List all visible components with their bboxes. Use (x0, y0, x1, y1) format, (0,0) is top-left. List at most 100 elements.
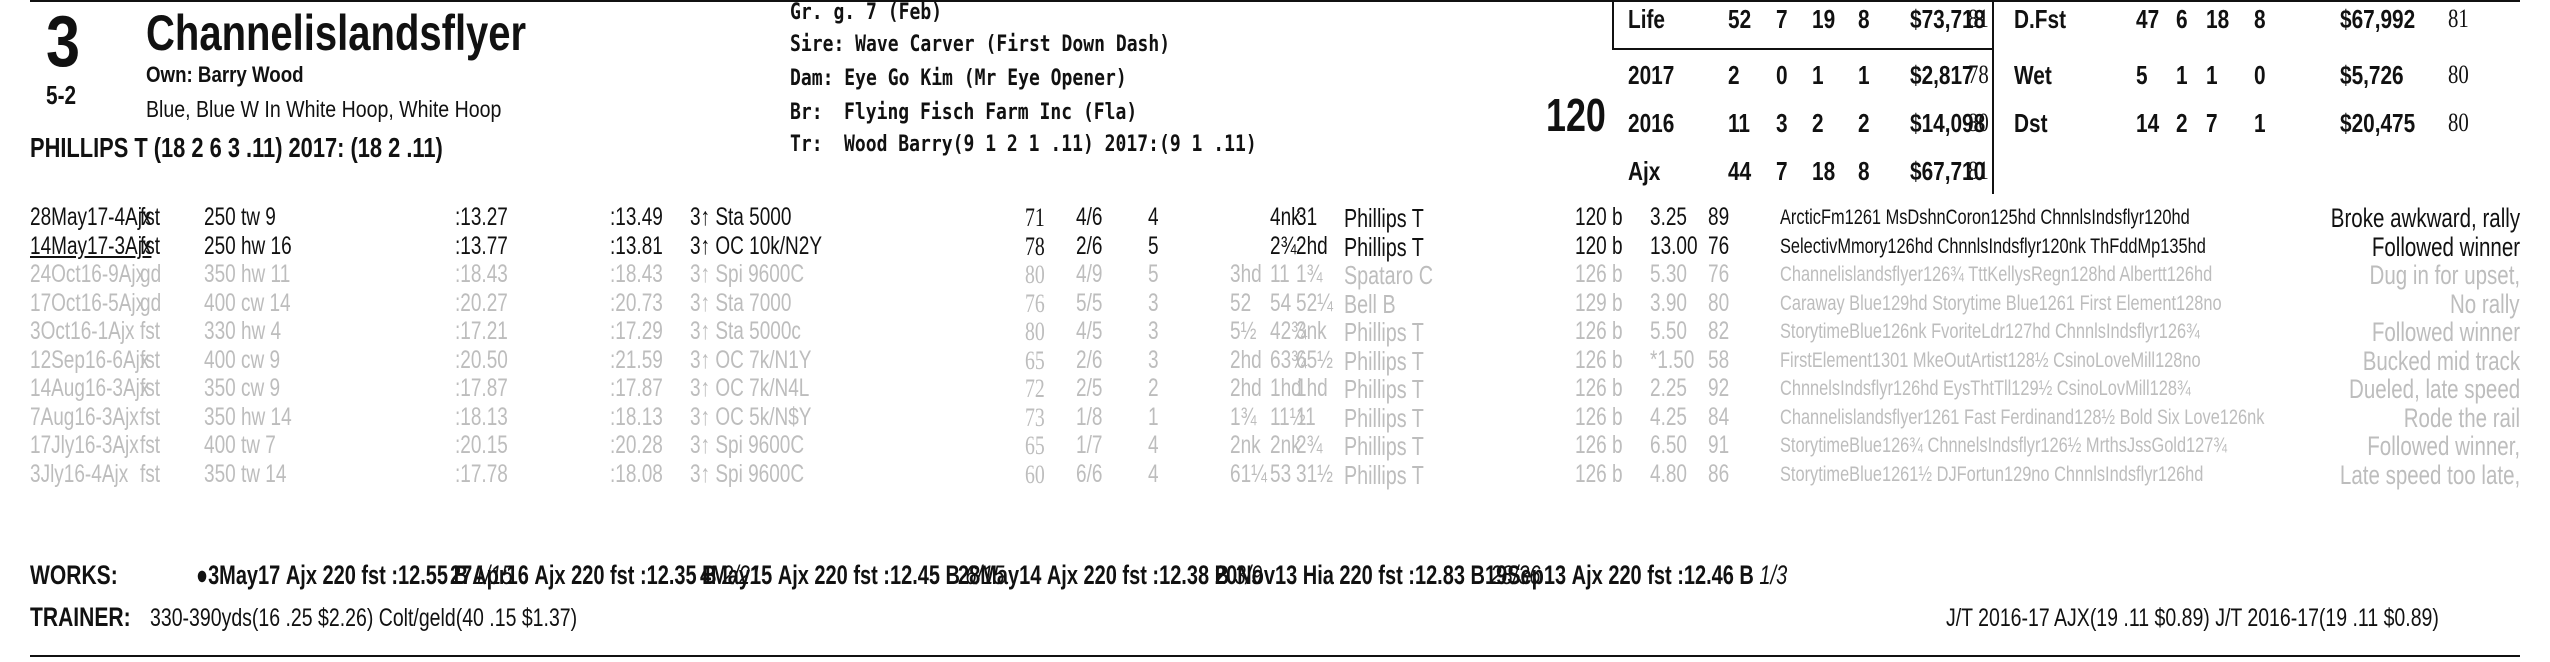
race-finish: 1hd (1296, 374, 1328, 402)
race-finish: 1¾ (1296, 260, 1323, 288)
stats-s: 8 (1858, 156, 1870, 186)
race-speed: 73 (1025, 402, 1045, 432)
race-company-line: Caraway Blue129hd Storytime Blue1261 Fir… (1780, 291, 2222, 315)
race-start: 3 (1148, 317, 1159, 345)
race-weight: 129 b (1575, 288, 1623, 317)
race-company-line: ChnnelsIndsflyr126hd EysThtTll129½ Csino… (1780, 377, 2191, 400)
race-date: 17Oct16-5Ajx (30, 288, 146, 317)
stats-starts: 14 (2136, 108, 2160, 138)
race-final-time: :13.49 (610, 203, 663, 231)
race-class: 3↑ OC 5k/N$Y (690, 402, 812, 431)
race-odds: 5.30 (1650, 260, 1687, 288)
work-track: Ajx (1571, 560, 1603, 590)
race-company-line: ArcticFm1261 MsDshnCoron125hd ChnnlsInds… (1780, 206, 2190, 229)
race-speed: 65 (1025, 431, 1045, 460)
race-call-2: 2¾ (1270, 231, 1297, 260)
race-post-position: 2/6 (1076, 231, 1103, 260)
race-jockey: Phillips T (1344, 459, 1424, 490)
race-post-position: 6/6 (1076, 459, 1103, 488)
race-figure: 76 (1708, 260, 1730, 288)
race-class: 3↑ OC 7k/N4L (690, 374, 810, 402)
work-track: Hia (1302, 560, 1334, 590)
stats-label: Dst (2014, 108, 2048, 138)
race-odds: 2.25 (1650, 374, 1687, 402)
race-odds: 4.25 (1650, 402, 1687, 431)
race-date: 24Oct16-9Ajx (30, 260, 146, 288)
race-jockey: Phillips T (1344, 345, 1424, 376)
stats-p: 1 (1812, 60, 1824, 90)
race-fraction: :13.77 (455, 231, 508, 260)
stats-earn: $14,098 (1910, 108, 1986, 138)
work-rank: 3/9 (1234, 560, 1263, 590)
race-speed: 65 (1025, 345, 1045, 375)
race-jockey: Spataro C (1344, 260, 1433, 290)
race-odds: 3.25 (1650, 203, 1687, 231)
race-fraction: :20.27 (455, 288, 508, 317)
race-weight: 126 b (1575, 260, 1623, 288)
race-jockey: Phillips T (1344, 431, 1424, 461)
race-company-line: SelectivMmory126hd ChnnlsIndsflyr120nk T… (1780, 234, 2206, 258)
race-finish: 31½ (1296, 459, 1333, 488)
race-weight: 126 b (1575, 374, 1623, 402)
race-finish: 65½ (1296, 345, 1333, 374)
stats-fig: 80 (2448, 108, 2469, 137)
race-jockey: Bell B (1344, 288, 1396, 319)
work-rank: 1/3 (1759, 560, 1788, 590)
work-distance: 220 fst (1083, 560, 1147, 590)
race-comment: Broke awkward, rally (2330, 203, 2520, 233)
trainer-stats-text: 330-390yds(16 .25 $2.26) Colt/geld(40 .1… (150, 604, 578, 632)
trainer: Wood Barry(9 1 2 1 .11) 2017:(9 1 .11) (844, 132, 1257, 157)
stats-fig: 81 (1968, 4, 1989, 33)
race-call-1: 52 (1230, 288, 1252, 317)
race-company-line: StorytimeBlue126¾ ChnnelsIndsflyr126½ Mr… (1780, 434, 2228, 457)
race-call-1: 61¼ (1230, 459, 1267, 488)
top-rule (30, 0, 2520, 2)
race-distance: 400 cw 9 (204, 345, 281, 374)
work-date: 4May15 (700, 560, 773, 590)
race-jockey: Phillips T (1344, 203, 1424, 233)
work-entry: 19Sep13 Ajx 220 fst :12.46 B 1/3 (1485, 560, 1787, 591)
race-weight: 126 b (1575, 459, 1623, 488)
trainer-label: Tr: (790, 132, 823, 157)
race-post-position: 1/7 (1076, 431, 1103, 459)
race-final-time: :20.73 (610, 288, 663, 317)
race-finish: 31 (1296, 203, 1318, 231)
stats-earn: $67,710 (1910, 156, 1986, 186)
race-fraction: :17.87 (455, 374, 508, 402)
stats-p: 7 (2206, 108, 2218, 138)
race-final-time: :18.43 (610, 260, 663, 288)
race-weight: 126 b (1575, 431, 1623, 459)
race-final-time: :21.59 (610, 345, 663, 374)
stats-s: 8 (2254, 4, 2266, 34)
race-start: 4 (1148, 203, 1159, 231)
stats-p: 18 (1812, 156, 1836, 186)
stats-w: 7 (1776, 156, 1788, 186)
race-post-position: 4/5 (1076, 317, 1103, 345)
stats-earn: $67,992 (2340, 4, 2416, 34)
stats-label: Wet (2014, 60, 2052, 90)
race-fraction: :13.27 (455, 203, 508, 231)
stats-p: 1 (2206, 60, 2218, 90)
work-rank: 2/21 (722, 560, 762, 590)
race-distance: 350 hw 14 (204, 402, 292, 431)
work-track: Ajx (534, 560, 566, 590)
work-time: :12.45 B (883, 560, 960, 590)
breeder-label: Br: (790, 100, 823, 125)
stats-box-left-border (1612, 0, 1614, 48)
race-odds: 4.80 (1650, 459, 1687, 488)
race-odds: 6.50 (1650, 431, 1687, 459)
race-call-1: 5½ (1230, 317, 1257, 345)
work-date: 19Sep13 (1485, 560, 1567, 590)
horse-name: Channelislandsflyer (146, 5, 527, 61)
work-date: 27Apr16 (450, 560, 529, 590)
owner: Own: Barry Wood (146, 62, 304, 87)
race-fraction: :17.21 (455, 317, 508, 345)
race-comment: No rally (2450, 288, 2520, 319)
race-finish: 2¾ (1296, 431, 1323, 459)
race-final-time: :17.29 (610, 317, 663, 345)
stats-p: 2 (1812, 108, 1824, 138)
race-speed: 76 (1025, 288, 1045, 318)
race-speed: 80 (1025, 317, 1045, 346)
work-distance: 220 fst (571, 560, 635, 590)
race-track-condition: fst (140, 374, 161, 402)
